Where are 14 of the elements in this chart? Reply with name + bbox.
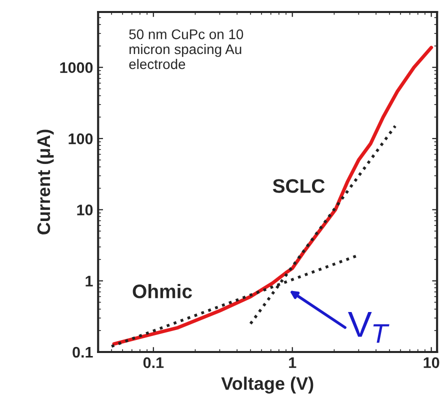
annotation: Ohmic [132,284,192,298]
y-tick-label: 100 [68,133,93,144]
x-tick-label: 10 [424,357,440,368]
y-tick-label: 1000 [60,62,93,74]
y-axis-title: Current (μA) [36,130,54,234]
y-tick-label: 10 [77,204,93,216]
x-tick-label: 1 [289,357,296,368]
y-tick-label: 1 [86,276,93,286]
x-axis-title: Voltage (V) [221,376,314,394]
y-tick-label: 0.1 [72,346,93,358]
annotation: V$_{T}$ [348,312,390,343]
x-tick-label: 0.1 [143,357,164,368]
annotation: SCLC [272,179,325,193]
annotation: 50 nm CuPc on 10 micron spacing Au electrode [129,29,244,70]
